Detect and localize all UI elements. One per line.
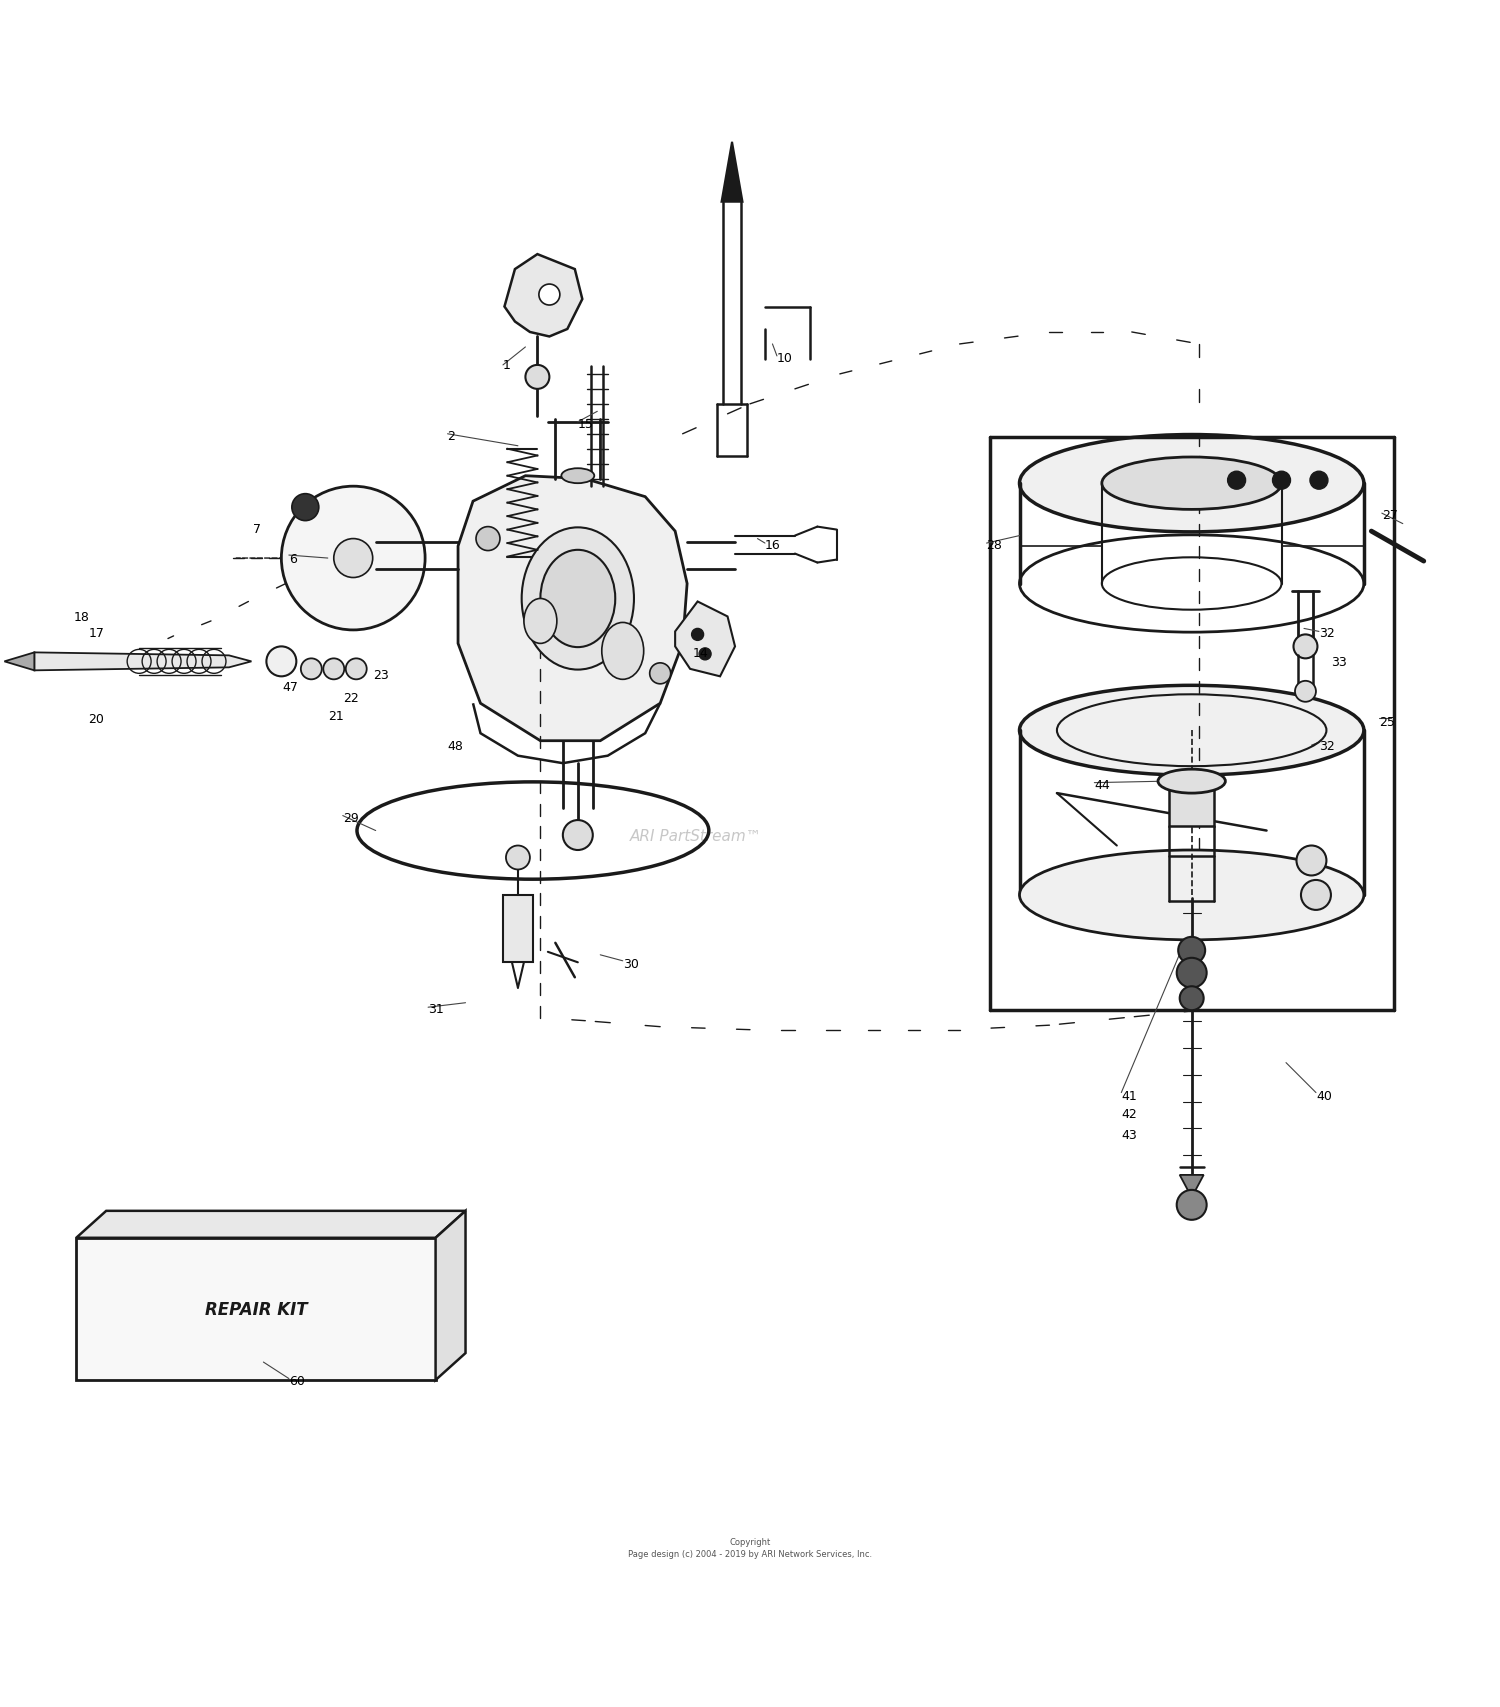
Circle shape [538,285,560,306]
Text: 6: 6 [290,553,297,565]
Ellipse shape [1020,686,1364,775]
Circle shape [1178,937,1204,964]
Polygon shape [435,1212,465,1381]
Circle shape [506,847,530,871]
Text: 31: 31 [427,1002,444,1016]
Circle shape [1294,681,1316,702]
Text: 30: 30 [622,958,639,971]
Polygon shape [458,476,687,741]
Polygon shape [1179,1174,1203,1198]
Polygon shape [34,654,252,671]
Text: 43: 43 [1122,1128,1137,1142]
Ellipse shape [1020,435,1364,533]
Ellipse shape [1102,457,1281,510]
Text: 41: 41 [1122,1089,1137,1103]
Bar [76,1238,435,1381]
Text: 21: 21 [328,710,344,722]
Polygon shape [504,254,582,338]
Polygon shape [722,143,742,203]
Text: 32: 32 [1318,739,1335,753]
Text: Copyright: Copyright [729,1538,771,1547]
Text: 33: 33 [1330,655,1347,669]
Circle shape [324,659,345,679]
Circle shape [334,539,372,579]
Text: 48: 48 [447,739,464,753]
Text: REPAIR KIT: REPAIR KIT [204,1301,308,1318]
Circle shape [562,821,592,850]
Ellipse shape [540,550,615,647]
Text: 18: 18 [74,611,88,623]
Text: 40: 40 [1316,1089,1332,1103]
Text: Page design (c) 2004 - 2019 by ARI Network Services, Inc.: Page design (c) 2004 - 2019 by ARI Netwo… [628,1550,872,1558]
Bar [503,896,532,963]
Circle shape [692,630,703,642]
Text: 2: 2 [447,430,456,442]
Circle shape [1300,881,1330,910]
Circle shape [650,664,670,685]
Circle shape [345,659,366,679]
Polygon shape [675,603,735,678]
Ellipse shape [1158,770,1226,794]
Circle shape [267,647,297,678]
Ellipse shape [1020,850,1364,941]
Text: 28: 28 [987,539,1002,551]
Text: 42: 42 [1122,1108,1137,1120]
Text: 10: 10 [777,352,794,365]
Text: 47: 47 [284,681,298,695]
Circle shape [1227,471,1245,490]
Text: 23: 23 [372,669,388,681]
Text: 16: 16 [765,539,780,551]
Ellipse shape [522,527,634,671]
Text: 32: 32 [1318,626,1335,640]
Text: 20: 20 [88,712,104,725]
Text: ARI PartStream™: ARI PartStream™ [630,828,762,843]
Polygon shape [4,654,34,671]
Text: 17: 17 [88,626,104,640]
Circle shape [1179,987,1203,1011]
Text: 7: 7 [254,522,261,536]
Text: 27: 27 [1382,509,1398,522]
Text: 1: 1 [503,358,512,372]
Circle shape [282,486,424,630]
Circle shape [302,659,322,679]
Text: 60: 60 [290,1374,304,1386]
Text: 25: 25 [1378,715,1395,729]
Ellipse shape [561,469,594,483]
Ellipse shape [602,623,644,679]
Circle shape [1293,635,1317,659]
Circle shape [1176,958,1206,988]
Bar [1168,789,1214,826]
Text: 29: 29 [344,811,358,824]
Circle shape [1296,847,1326,876]
Text: 22: 22 [344,691,358,705]
Circle shape [476,527,500,551]
Circle shape [1176,1190,1206,1221]
Ellipse shape [524,599,556,644]
Polygon shape [76,1212,465,1238]
Circle shape [525,365,549,389]
Circle shape [699,649,711,661]
Text: 15: 15 [578,418,594,430]
Text: 14: 14 [693,647,709,659]
Circle shape [1310,471,1328,490]
Circle shape [1272,471,1290,490]
Text: 44: 44 [1095,778,1110,790]
Circle shape [292,495,320,521]
